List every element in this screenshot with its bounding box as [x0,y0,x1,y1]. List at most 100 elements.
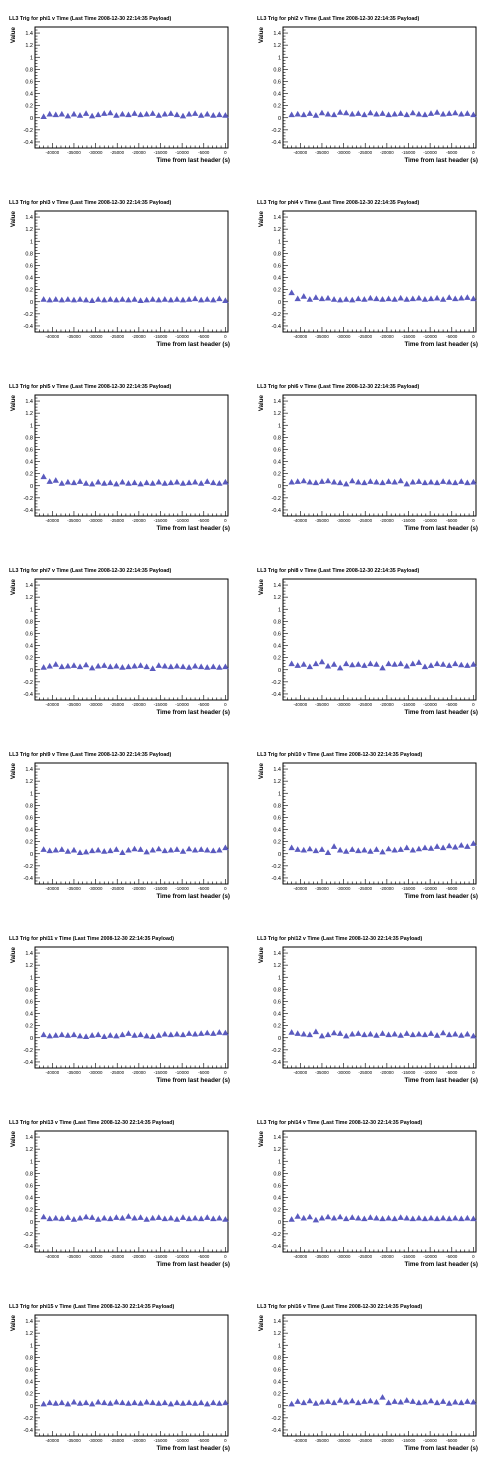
x-tick-label: -10000 [175,886,189,891]
x-tick-label: 0 [472,334,475,339]
data-point [155,662,162,668]
data-point [40,296,47,302]
x-tick-label: -25000 [110,702,124,707]
data-point [113,1214,120,1220]
data-point [318,1214,326,1221]
data-point [355,661,362,667]
x-axis-label: Time from last header (s) [157,1445,230,1452]
y-tick-label: 0.4 [273,1012,281,1018]
y-tick-label: 0.2 [273,472,281,478]
data-point [367,848,374,854]
data-point [391,296,398,302]
data-point [452,1214,459,1221]
data-point [82,848,90,855]
data-point [107,479,114,486]
data-point [330,111,338,118]
data-point [52,477,59,483]
data-point [204,1214,211,1220]
x-tick-label: -20000 [132,518,146,523]
data-point [391,661,398,667]
y-tick-label: 0.4 [273,276,281,282]
data-point [361,1031,368,1038]
data-point [216,111,223,118]
data-point [288,1216,295,1222]
y-axis-label: Value [258,946,265,963]
data-point [76,112,84,118]
chart-svg: LL3 Trig for phi9 v Time (Last Time 2008… [9,752,230,900]
x-tick-label: -10000 [175,150,189,155]
y-axis-label: Value [258,578,265,595]
data-point [185,479,193,486]
data-point [125,1213,132,1219]
data-point [40,1031,47,1038]
data-point [294,1398,301,1404]
y-tick-label: 1 [30,1343,33,1349]
data-point [294,846,301,852]
x-tick-label: -15000 [402,518,416,523]
y-tick-label: 1.4 [273,951,281,957]
data-point [403,1397,410,1403]
y-tick-label: 1.4 [25,215,33,221]
data-point [173,1399,181,1406]
y-tick-label: 1.2 [25,779,33,785]
x-tick-label: -30000 [337,702,351,707]
y-tick-label: -0.4 [272,692,281,698]
chart-title: LL3 Trig for phi1 v Time (Last Time 2008… [9,16,172,22]
x-tick-label: 0 [224,518,227,523]
y-tick-label: 1.2 [25,1147,33,1153]
data-point [361,111,368,118]
x-tick-label: -25000 [110,1070,124,1075]
data-point [82,110,90,116]
data-point [464,662,471,668]
plot-frame [34,946,229,1069]
y-tick-label: 0.8 [273,251,281,257]
data-point [216,480,223,486]
data-point [427,110,435,116]
data-point [439,478,447,484]
data-point [361,1215,368,1222]
plot-frame [34,26,229,149]
data-point [336,109,344,115]
y-tick-label: 0.8 [25,435,33,441]
data-point [433,1215,441,1222]
data-point [342,296,350,302]
data-point [137,480,144,487]
data-point [312,847,320,854]
x-tick-label: -15000 [154,150,168,155]
data-point [470,478,477,485]
y-tick-label: 1.2 [25,227,33,233]
data-point [82,1399,90,1406]
data-point [452,660,459,667]
y-tick-label: 0.4 [273,1196,281,1202]
y-tick-label: -0.4 [24,324,33,330]
y-tick-label: 0.4 [25,92,33,98]
data-point [185,296,193,302]
y-tick-label: 0.8 [273,435,281,441]
data-point [349,661,356,668]
x-tick-label: -25000 [358,1254,372,1259]
plot-frame [282,946,477,1069]
y-tick-label: 1.2 [25,43,33,49]
x-tick-label: 0 [472,1438,475,1443]
data-point [415,1399,423,1406]
y-tick-label: 1 [30,607,33,613]
x-tick-label: -25000 [358,150,372,155]
y-axis-label: Value [10,762,17,779]
plot-frame [282,26,477,149]
data-point [294,478,301,484]
data-point [427,662,435,668]
data-point [88,297,96,303]
data-point [452,1398,459,1405]
data-point [185,1399,193,1406]
x-tick-label: -35000 [67,1438,81,1443]
x-axis-label: Time from last header (s) [157,341,230,348]
data-point [107,847,114,854]
x-axis-label: Time from last header (s) [157,1077,230,1084]
x-tick-label: -40000 [293,518,307,523]
data-point [173,111,181,118]
data-point [306,1213,314,1220]
data-point [179,848,187,854]
data-point [318,1032,326,1039]
data-point [349,477,356,484]
y-tick-label: -0.2 [24,1232,33,1238]
